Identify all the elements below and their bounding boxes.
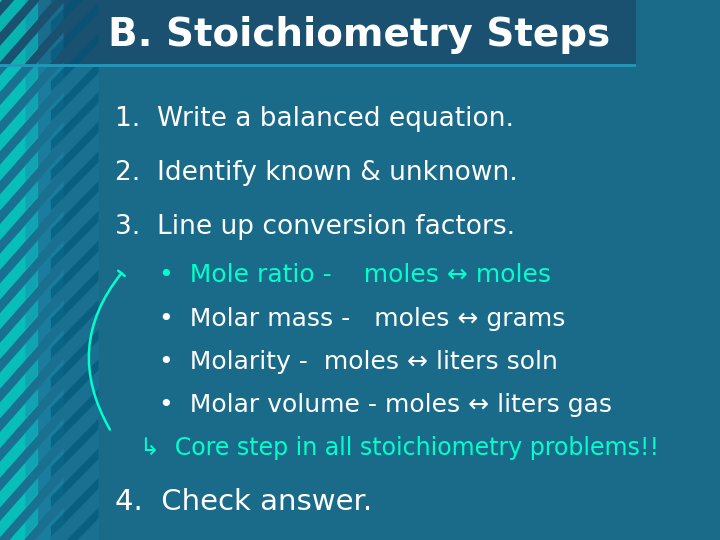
Polygon shape: [51, 0, 99, 32]
Polygon shape: [25, 92, 63, 151]
Polygon shape: [51, 329, 99, 389]
Text: 4.  Check answer.: 4. Check answer.: [114, 488, 372, 516]
Polygon shape: [51, 389, 99, 448]
Polygon shape: [25, 0, 63, 32]
Text: •  Mole ratio -    moles ↔ moles: • Mole ratio - moles ↔ moles: [159, 264, 551, 287]
Polygon shape: [0, 32, 38, 92]
Polygon shape: [25, 211, 63, 270]
Polygon shape: [51, 300, 99, 359]
Polygon shape: [25, 62, 63, 122]
Polygon shape: [51, 0, 99, 3]
Polygon shape: [25, 3, 63, 62]
Text: 3.  Line up conversion factors.: 3. Line up conversion factors.: [114, 214, 515, 240]
Polygon shape: [51, 122, 99, 181]
Polygon shape: [0, 0, 38, 3]
Polygon shape: [25, 389, 63, 448]
Polygon shape: [25, 270, 63, 329]
Polygon shape: [25, 508, 63, 540]
FancyBboxPatch shape: [0, 0, 636, 65]
Polygon shape: [0, 62, 38, 122]
Polygon shape: [51, 3, 99, 62]
Polygon shape: [0, 508, 38, 540]
Polygon shape: [0, 270, 38, 329]
Polygon shape: [0, 181, 38, 240]
Polygon shape: [51, 151, 99, 211]
Text: 2.  Identify known & unknown.: 2. Identify known & unknown.: [114, 160, 517, 186]
Polygon shape: [51, 508, 99, 540]
Polygon shape: [0, 418, 38, 478]
Text: 1.  Write a balanced equation.: 1. Write a balanced equation.: [114, 106, 513, 132]
Polygon shape: [25, 478, 63, 537]
Polygon shape: [25, 151, 63, 211]
Polygon shape: [51, 270, 99, 329]
Polygon shape: [0, 448, 38, 508]
Polygon shape: [25, 329, 63, 389]
Polygon shape: [0, 92, 38, 151]
FancyBboxPatch shape: [0, 65, 99, 540]
Polygon shape: [25, 122, 63, 181]
Polygon shape: [25, 0, 63, 3]
Text: •  Molarity -  moles ↔ liters soln: • Molarity - moles ↔ liters soln: [159, 350, 558, 374]
Polygon shape: [51, 418, 99, 478]
Polygon shape: [25, 448, 63, 508]
Polygon shape: [51, 359, 99, 418]
Text: B. Stoichiometry Steps: B. Stoichiometry Steps: [108, 16, 611, 54]
Polygon shape: [51, 448, 99, 508]
Polygon shape: [25, 181, 63, 240]
Polygon shape: [0, 0, 38, 32]
Polygon shape: [0, 300, 38, 359]
Polygon shape: [0, 329, 38, 389]
Polygon shape: [25, 359, 63, 418]
Polygon shape: [51, 32, 99, 92]
Polygon shape: [0, 211, 38, 270]
Polygon shape: [25, 300, 63, 359]
Text: •  Molar volume - moles ↔ liters gas: • Molar volume - moles ↔ liters gas: [159, 393, 612, 417]
Polygon shape: [0, 151, 38, 211]
Polygon shape: [51, 240, 99, 300]
Polygon shape: [51, 211, 99, 270]
Polygon shape: [25, 418, 63, 478]
Polygon shape: [0, 122, 38, 181]
Polygon shape: [0, 3, 38, 62]
Polygon shape: [0, 359, 38, 418]
Text: •  Molar mass -   moles ↔ grams: • Molar mass - moles ↔ grams: [159, 307, 565, 330]
Polygon shape: [51, 478, 99, 537]
Polygon shape: [51, 92, 99, 151]
Polygon shape: [51, 62, 99, 122]
Polygon shape: [0, 240, 38, 300]
Polygon shape: [0, 389, 38, 448]
Polygon shape: [25, 240, 63, 300]
Polygon shape: [0, 478, 38, 537]
Polygon shape: [25, 32, 63, 92]
Text: ↳  Core step in all stoichiometry problems!!: ↳ Core step in all stoichiometry problem…: [140, 436, 659, 460]
Polygon shape: [51, 181, 99, 240]
